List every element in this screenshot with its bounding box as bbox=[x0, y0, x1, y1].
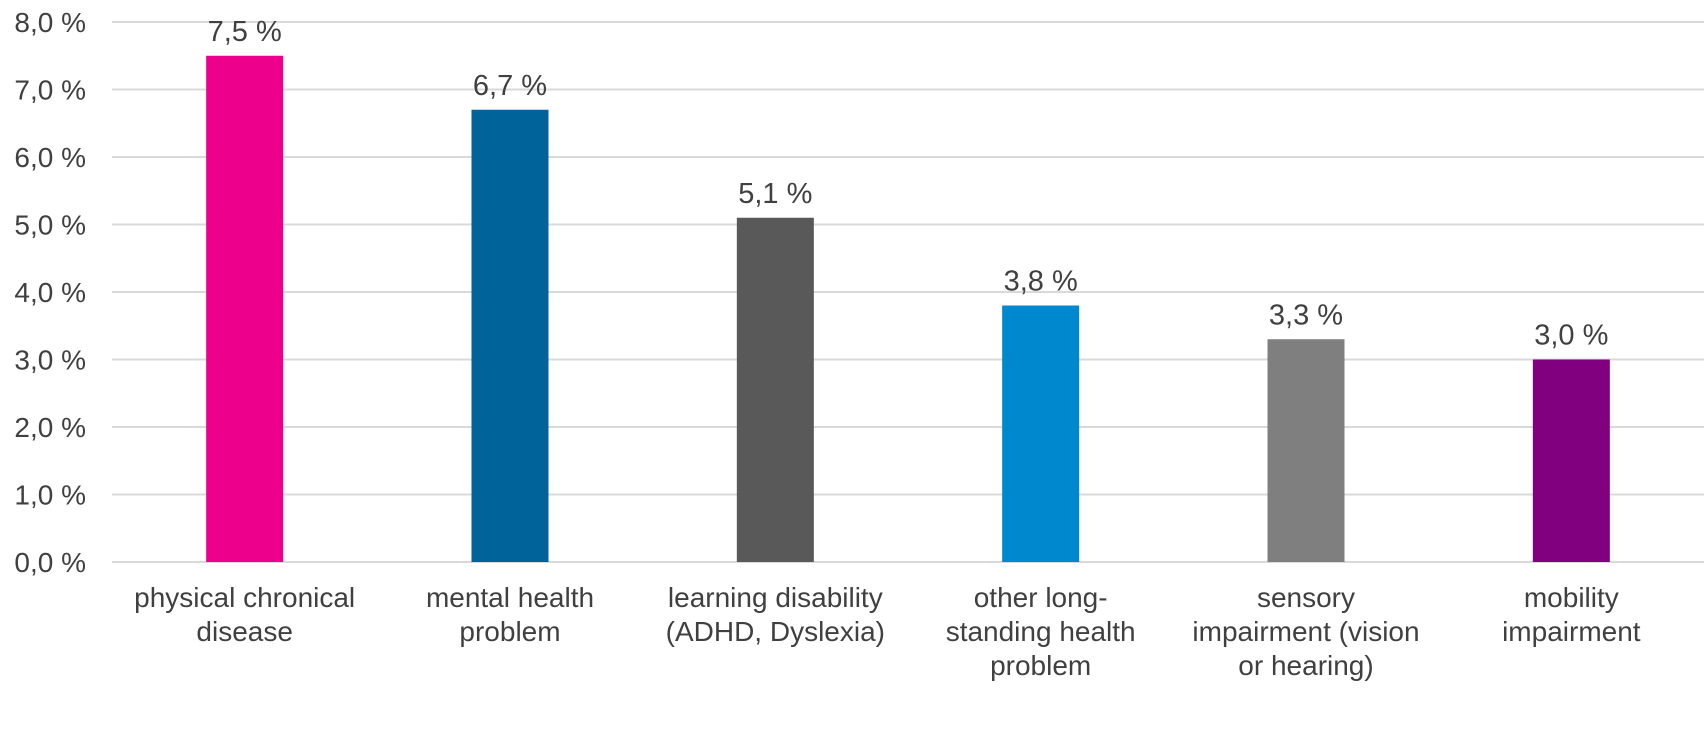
y-tick-label: 1,0 % bbox=[14, 480, 86, 511]
gridlines bbox=[112, 21, 1704, 563]
data-label: 6,7 % bbox=[473, 70, 547, 102]
bar bbox=[1532, 359, 1610, 562]
bar bbox=[206, 55, 284, 562]
y-tick-label: 2,0 % bbox=[14, 412, 86, 443]
y-tick-label: 8,0 % bbox=[14, 7, 86, 38]
bar bbox=[1267, 339, 1345, 562]
y-tick-label: 4,0 % bbox=[14, 277, 86, 308]
x-axis-category-labels: physical chronical disease mental health pr… bbox=[134, 582, 1641, 681]
x-category-label: mobility impairment bbox=[1502, 582, 1641, 647]
y-tick-label: 6,0 % bbox=[14, 142, 86, 173]
data-label: 3,0 % bbox=[1534, 320, 1608, 352]
bar bbox=[1002, 305, 1080, 562]
y-axis-tick-labels: 0,0 % 1,0 % 2,0 % 3,0 % 4,0 % 5,0 % 6,0 % 7,0 %… bbox=[14, 7, 86, 578]
bar bbox=[471, 109, 549, 562]
bar bbox=[736, 217, 814, 562]
data-labels: 7,5 % 6,7 % 5,1 % 3,8 % 3,3 % 3,0 % bbox=[208, 16, 1609, 352]
x-category-label: other long-standing health problem bbox=[946, 582, 1136, 681]
data-label: 3,8 % bbox=[1004, 266, 1078, 298]
data-label: 7,5 % bbox=[208, 16, 282, 48]
y-tick-label: 3,0 % bbox=[14, 345, 86, 376]
x-category-label: learning disability (ADHD, Dyslexia) bbox=[666, 582, 885, 647]
x-category-label: mental health problem bbox=[426, 582, 594, 647]
bars bbox=[206, 55, 1610, 562]
x-category-label: physical chronical disease bbox=[134, 582, 355, 647]
y-tick-label: 0,0 % bbox=[14, 547, 86, 578]
data-label: 5,1 % bbox=[738, 178, 812, 210]
y-tick-label: 7,0 % bbox=[14, 75, 86, 106]
data-label: 3,3 % bbox=[1269, 299, 1343, 331]
x-category-label: sensory impairment (vision or hearing) bbox=[1192, 582, 1419, 681]
y-tick-label: 5,0 % bbox=[14, 210, 86, 241]
